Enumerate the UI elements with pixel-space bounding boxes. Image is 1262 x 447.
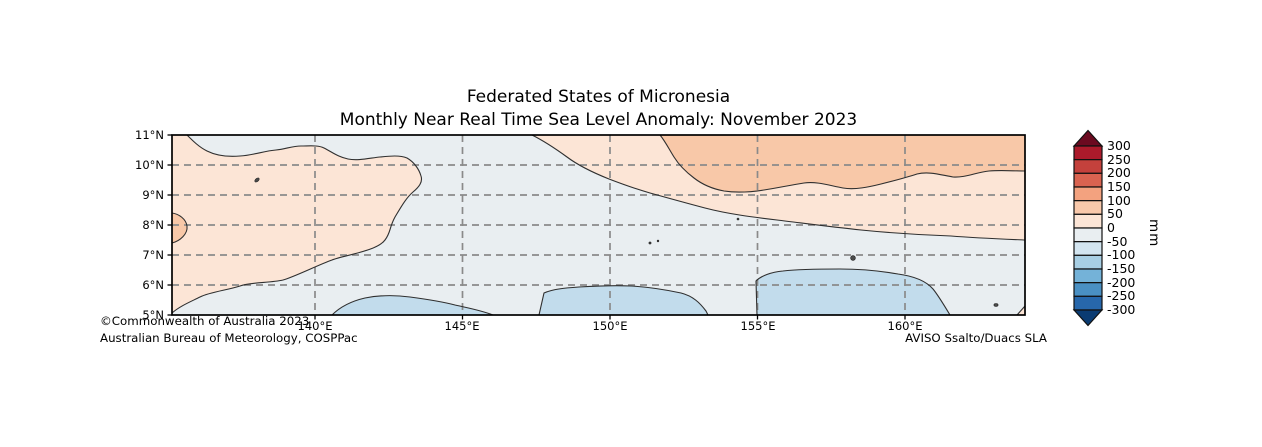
colorbar-units-label: mm bbox=[1146, 219, 1162, 248]
colorbar bbox=[1072, 129, 1104, 327]
colorbar-tick-label: -150 bbox=[1107, 261, 1136, 276]
y-tick-label: 10°N bbox=[135, 158, 164, 172]
y-tick-label: 9°N bbox=[142, 188, 164, 202]
island-dot bbox=[993, 303, 999, 307]
colorbar-tick-label: -50 bbox=[1107, 233, 1128, 249]
colorbar-arrow-bottom bbox=[1072, 309, 1104, 327]
colorbar-tick-label: 200 bbox=[1107, 165, 1131, 181]
chart-subtitle: Monthly Near Real Time Sea Level Anomaly… bbox=[339, 109, 858, 130]
map-border bbox=[171, 134, 1026, 316]
chart-title-block: Federated States of Micronesia Monthly N… bbox=[172, 86, 1025, 131]
region-northeast-50-100 bbox=[660, 135, 1025, 193]
y-tick-label: 7°N bbox=[142, 248, 164, 262]
region-south-pocket-c bbox=[756, 269, 950, 315]
colorbar-tick-label: 50 bbox=[1107, 206, 1123, 222]
x-tick-label: 155°E bbox=[740, 319, 776, 333]
y-tick-label: 8°N bbox=[142, 218, 164, 232]
data-source-credit: AVISO Ssalto/Duacs SLA bbox=[905, 331, 1047, 345]
island-dot bbox=[254, 177, 260, 183]
contour-lines bbox=[171, 134, 1026, 316]
colorbar-tick-label: -200 bbox=[1107, 274, 1136, 290]
chart-title: Federated States of Micronesia bbox=[466, 87, 731, 107]
region-south-pocket-b bbox=[539, 285, 708, 315]
island-dots bbox=[254, 177, 999, 307]
copyright-line-1: ©Commonwealth of Australia 2023 bbox=[100, 314, 310, 328]
colorbar-segments bbox=[1073, 145, 1103, 311]
colorbar-arrow-top bbox=[1072, 129, 1104, 147]
colorbar-tick-label: -300 bbox=[1107, 302, 1136, 317]
colorbar-tick-label: 250 bbox=[1107, 151, 1131, 167]
x-tick-label: 140°E bbox=[297, 319, 333, 333]
y-tick-label: 11°N bbox=[135, 128, 164, 142]
colorbar-tick-label: 300 bbox=[1107, 138, 1131, 153]
island-dot bbox=[656, 239, 660, 243]
colorbar-tick-label: -100 bbox=[1107, 247, 1136, 263]
colorbar-tick-label: 0 bbox=[1107, 220, 1115, 235]
region-west-0-50 bbox=[172, 135, 422, 313]
island-dot bbox=[648, 241, 652, 245]
x-tick-label: 145°E bbox=[444, 319, 480, 333]
island-dot bbox=[850, 255, 856, 261]
colorbar-tick-label: -250 bbox=[1107, 288, 1136, 304]
colorbar-tick-label: 150 bbox=[1107, 179, 1131, 194]
island-dot bbox=[736, 217, 740, 221]
x-tick-label: 150°E bbox=[592, 319, 628, 333]
gridlines bbox=[172, 135, 1025, 315]
y-tick-label: 5°N bbox=[142, 308, 164, 322]
x-tick-label: 160°E bbox=[887, 319, 923, 333]
y-tick-label: 6°N bbox=[142, 278, 164, 292]
copyright-line-2: Australian Bureau of Meteorology, COSPPa… bbox=[100, 331, 358, 345]
region-south-pocket-a bbox=[332, 295, 493, 315]
colorbar-tick-label: 100 bbox=[1107, 192, 1131, 208]
